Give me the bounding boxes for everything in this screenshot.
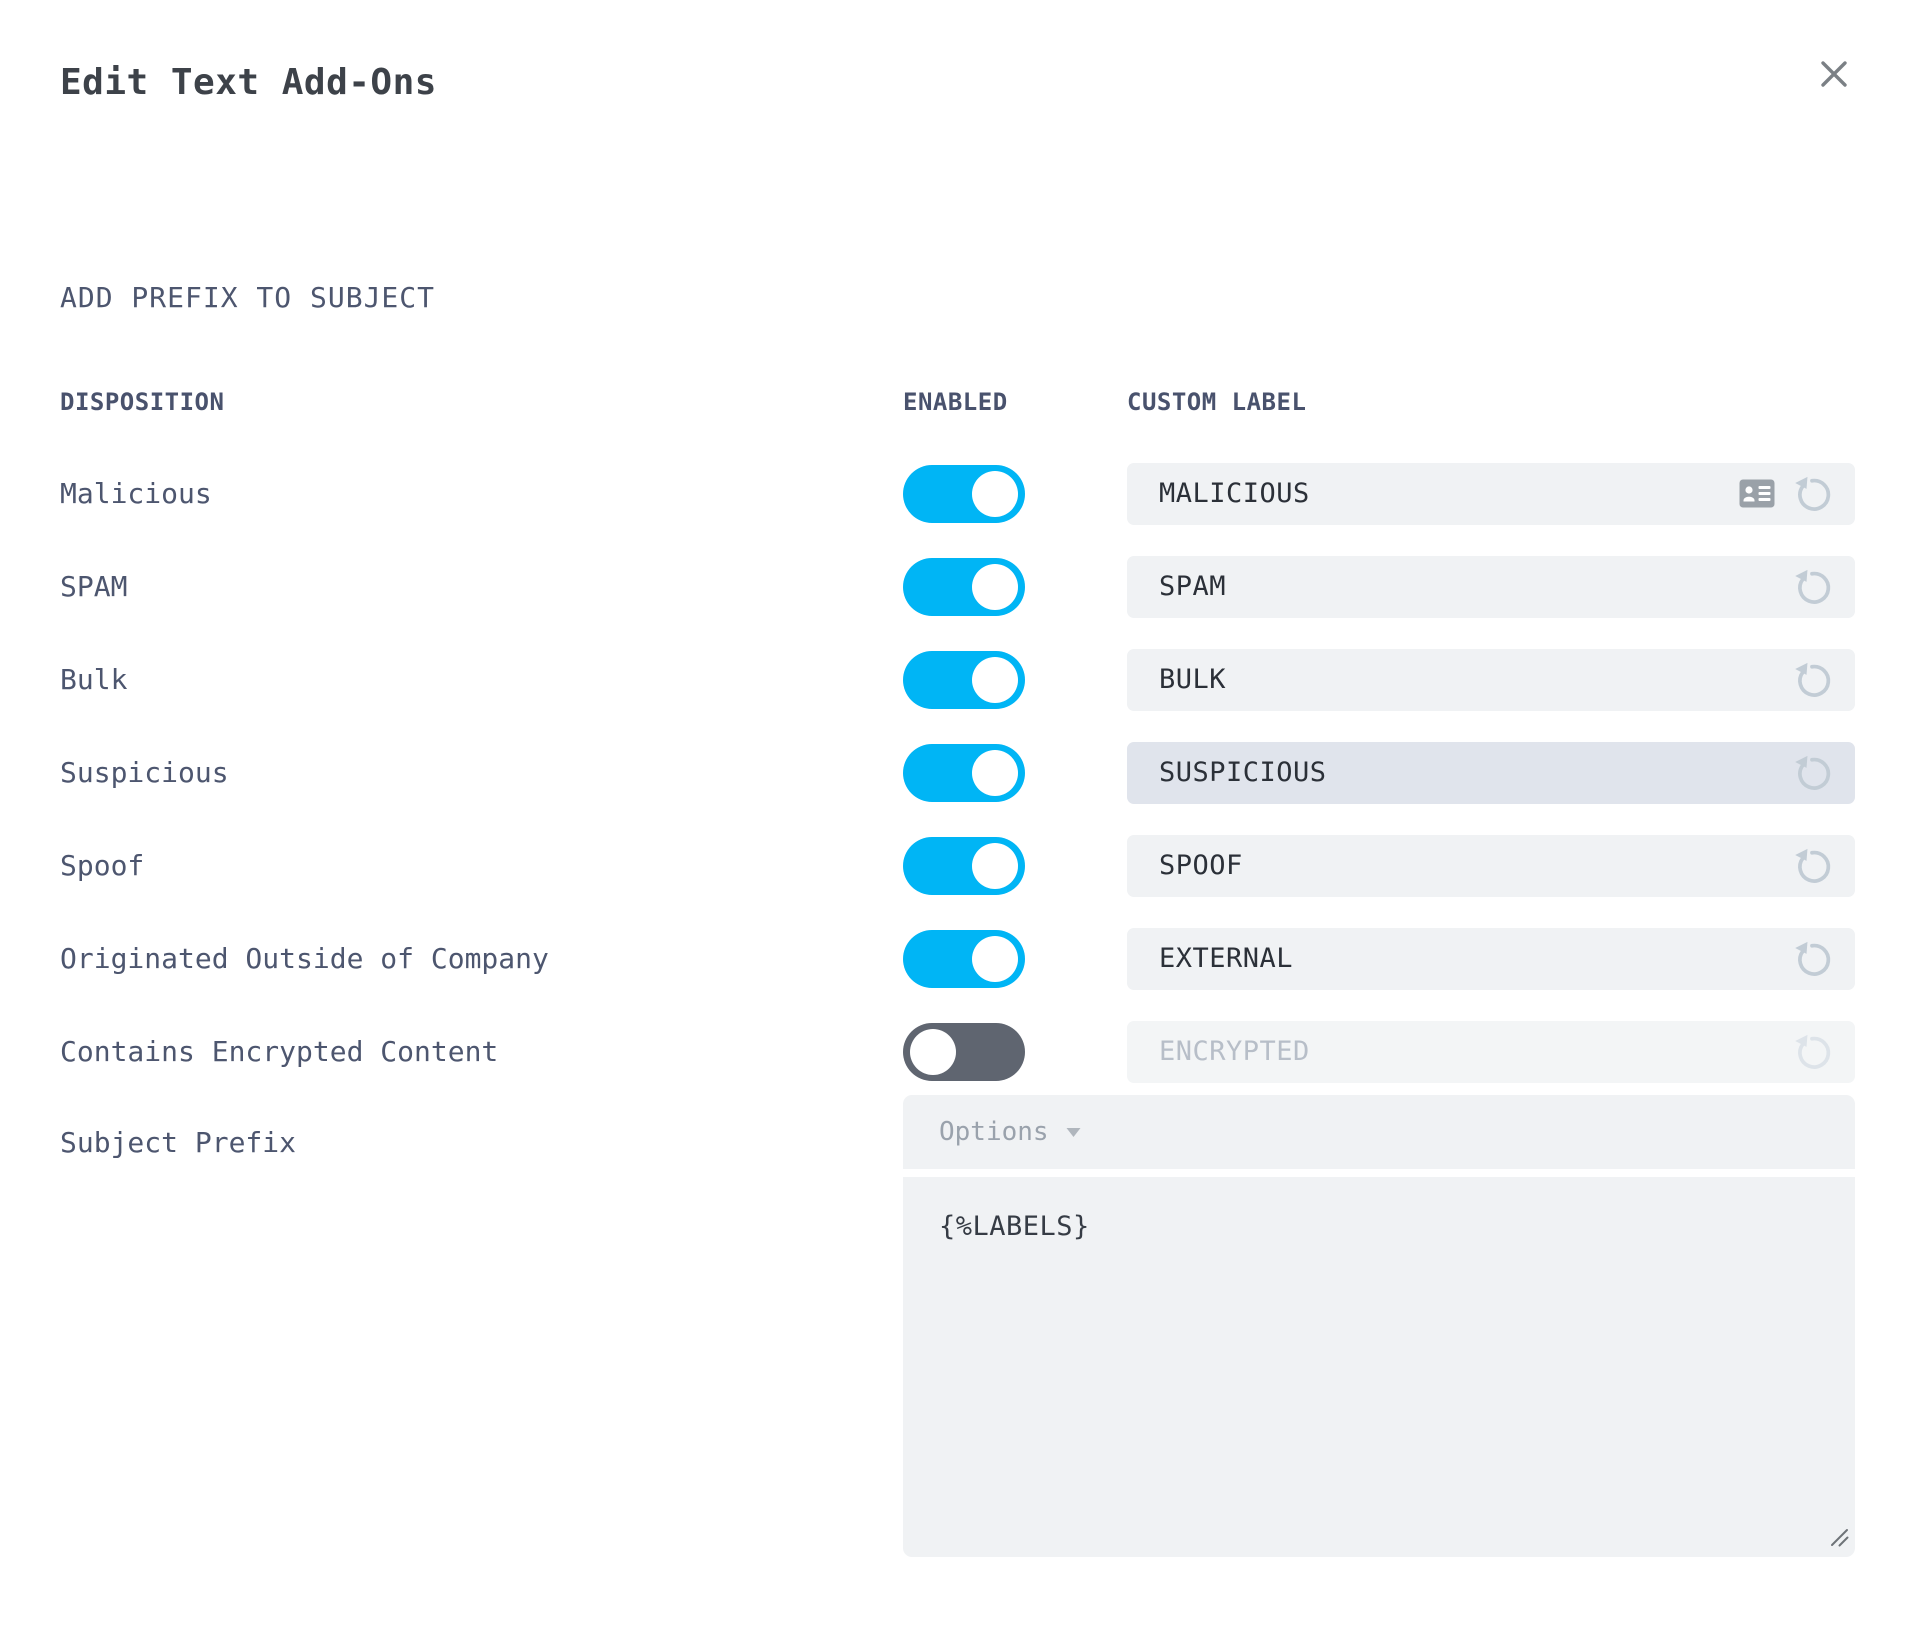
toggle-knob xyxy=(972,563,1018,610)
section-header: ADD PREFIX TO SUBJECT xyxy=(60,281,436,314)
contact-card-icon[interactable] xyxy=(1739,479,1775,508)
custom-label-input[interactable]: SUSPICIOUS xyxy=(1127,741,1855,804)
enabled-toggle[interactable] xyxy=(903,1022,1025,1081)
toggle-knob xyxy=(972,842,1018,889)
disposition-label: Originated Outside of Company xyxy=(60,942,549,975)
table-row: Suspicious SUSPICIOUS xyxy=(60,726,1855,819)
subject-prefix-panel: Options {%LABELS} xyxy=(903,1095,1855,1557)
dialog-title: Edit Text Add-Ons xyxy=(60,62,437,103)
enabled-toggle[interactable] xyxy=(903,557,1025,616)
table-row: Spoof SPOOF xyxy=(60,819,1855,912)
enabled-toggle[interactable] xyxy=(903,650,1025,709)
custom-label-value: SPOOF xyxy=(1159,850,1243,881)
custom-label-value: BULK xyxy=(1159,664,1227,695)
enabled-toggle[interactable] xyxy=(903,929,1025,988)
options-dropdown[interactable]: Options xyxy=(903,1095,1855,1169)
custom-label-input[interactable]: SPOOF xyxy=(1127,834,1855,897)
column-header-disposition: DISPOSITION xyxy=(60,388,225,416)
subject-prefix-textarea[interactable]: {%LABELS} xyxy=(903,1177,1855,1557)
disposition-label: Contains Encrypted Content xyxy=(60,1035,499,1068)
toggle-knob xyxy=(972,656,1018,703)
disposition-label: Bulk xyxy=(60,663,128,696)
custom-label-input[interactable]: BULK xyxy=(1127,648,1855,711)
close-button[interactable] xyxy=(1806,46,1862,102)
custom-label-value: MALICIOUS xyxy=(1159,478,1310,509)
resize-handle-icon[interactable] xyxy=(1828,1526,1850,1552)
custom-label-value: ENCRYPTED xyxy=(1159,1036,1310,1067)
disposition-label: SPAM xyxy=(60,570,128,603)
subject-prefix-row: Subject Prefix Options {%LABELS} xyxy=(60,1095,1855,1557)
disposition-label: Spoof xyxy=(60,849,145,882)
custom-label-input[interactable]: ENCRYPTED xyxy=(1127,1020,1855,1083)
custom-label-value: SUSPICIOUS xyxy=(1159,757,1327,788)
custom-label-value: EXTERNAL xyxy=(1159,943,1294,974)
reset-undo-icon[interactable] xyxy=(1791,752,1833,794)
reset-undo-icon[interactable] xyxy=(1791,845,1833,887)
toggle-knob xyxy=(910,1028,956,1075)
enabled-toggle[interactable] xyxy=(903,836,1025,895)
disposition-label: Malicious xyxy=(60,477,212,510)
table-row: Contains Encrypted Content ENCRYPTED xyxy=(60,1005,1855,1098)
reset-undo-icon[interactable] xyxy=(1791,473,1833,515)
close-icon xyxy=(1821,61,1847,87)
column-header-enabled: ENABLED xyxy=(903,388,1008,416)
table-header-row: DISPOSITION ENABLED CUSTOM LABEL xyxy=(60,388,1855,416)
table-row: Malicious MALICIOUS xyxy=(60,447,1855,540)
disposition-table: Malicious MALICIOUS xyxy=(60,447,1855,1098)
toggle-knob xyxy=(972,935,1018,982)
reset-undo-icon[interactable] xyxy=(1791,938,1833,980)
custom-label-input[interactable]: MALICIOUS xyxy=(1127,462,1855,525)
custom-label-input[interactable]: SPAM xyxy=(1127,555,1855,618)
custom-label-input[interactable]: EXTERNAL xyxy=(1127,927,1855,990)
custom-label-value: SPAM xyxy=(1159,571,1227,602)
enabled-toggle[interactable] xyxy=(903,464,1025,523)
panel-divider xyxy=(903,1169,1855,1177)
enabled-toggle[interactable] xyxy=(903,743,1025,802)
disposition-label: Suspicious xyxy=(60,756,229,789)
toggle-knob xyxy=(972,470,1018,517)
options-dropdown-label: Options xyxy=(939,1117,1049,1147)
column-header-custom-label: CUSTOM LABEL xyxy=(1127,388,1307,416)
table-row: Bulk BULK xyxy=(60,633,1855,726)
chevron-down-icon xyxy=(1065,1126,1082,1139)
reset-undo-icon[interactable] xyxy=(1791,1031,1833,1073)
toggle-knob xyxy=(972,749,1018,796)
subject-prefix-textarea-wrap: {%LABELS} xyxy=(903,1177,1855,1557)
reset-undo-icon[interactable] xyxy=(1791,659,1833,701)
subject-prefix-label: Subject Prefix xyxy=(60,1126,297,1159)
table-row: Originated Outside of Company EXTERNAL xyxy=(60,912,1855,1005)
table-row: SPAM SPAM xyxy=(60,540,1855,633)
reset-undo-icon[interactable] xyxy=(1791,566,1833,608)
